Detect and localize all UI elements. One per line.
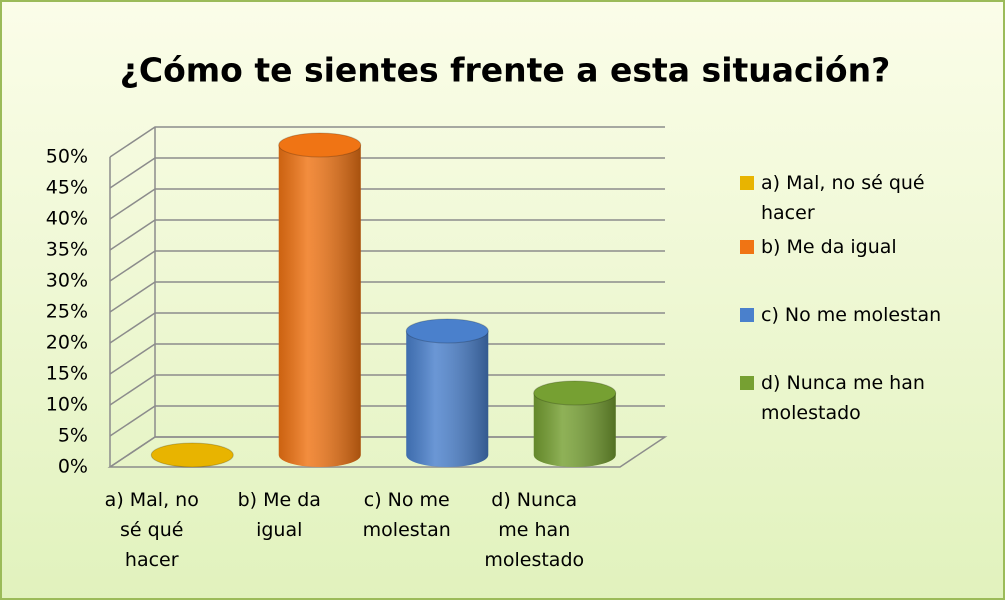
grid-line	[109, 405, 665, 437]
legend-label: d) Nunca me han molestado	[761, 372, 925, 424]
grid-line	[109, 219, 665, 251]
y-tick-label: 30%	[46, 270, 88, 292]
bar-top	[278, 132, 362, 158]
y-tick-label: 20%	[46, 332, 88, 354]
bar-shade	[406, 331, 489, 467]
x-tick-label: d) Nunca me han molestado	[484, 489, 585, 571]
legend-label: c) No me molestan	[761, 304, 942, 326]
grid-line	[109, 250, 665, 282]
legend-swatch	[740, 376, 754, 390]
bar-top	[533, 380, 617, 406]
bar-shade	[278, 145, 361, 467]
grid-line	[109, 126, 665, 158]
x-tick-label: a) Mal, no sé qué hacer	[104, 489, 199, 571]
bar-top	[405, 318, 489, 344]
grid-line	[109, 188, 665, 220]
grid-line	[109, 157, 665, 189]
chart-title: ¿Cómo te sientes frente a esta situación…	[120, 51, 890, 90]
legend-swatch	[740, 308, 754, 322]
x-tick-label: c) No me molestan	[362, 489, 451, 541]
y-tick-label: 50%	[46, 146, 88, 168]
legend-swatch	[740, 176, 754, 190]
grid-line	[109, 343, 665, 375]
y-tick-label: 25%	[46, 301, 88, 323]
y-tick-label: 15%	[46, 363, 88, 385]
bar-top	[150, 442, 234, 468]
y-tick-label: 0%	[58, 456, 88, 478]
grid-line	[109, 436, 665, 468]
grid-line	[109, 281, 665, 313]
y-tick-label: 10%	[46, 394, 88, 416]
y-tick-label: 40%	[46, 208, 88, 230]
y-tick-label: 45%	[46, 177, 88, 199]
x-tick-label: b) Me da igual	[237, 489, 321, 541]
grid-line	[109, 374, 665, 406]
legend-swatch	[740, 240, 754, 254]
legend-label: a) Mal, no sé qué hacer	[761, 172, 925, 224]
grid-line	[109, 312, 665, 344]
y-tick-label: 35%	[46, 239, 88, 261]
legend-label: b) Me da igual	[761, 236, 897, 258]
bar-shade	[533, 393, 616, 467]
y-tick-label: 5%	[58, 425, 88, 447]
